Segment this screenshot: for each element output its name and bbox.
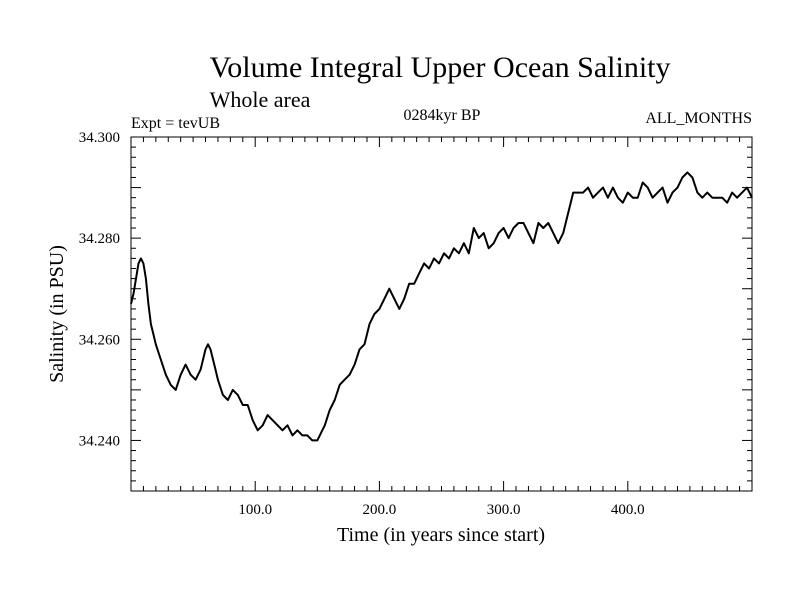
y-tick-label: 34.260 — [79, 332, 120, 348]
x-tick-labels: 100.0 200.0 300.0 400.0 — [238, 502, 644, 518]
chart-title: Volume Integral Upper Ocean Salinity — [210, 51, 671, 84]
x-tick-label: 300.0 — [487, 502, 521, 518]
months-label: ALL_MONTHS — [645, 110, 752, 127]
x-axis-label: Time (in years since start) — [337, 524, 545, 546]
period-label: 0284kyr BP — [404, 107, 481, 124]
series-line — [130, 171, 753, 442]
y-tick-label: 34.280 — [79, 231, 120, 247]
x-tick-label: 200.0 — [363, 502, 397, 518]
x-tick-label: 100.0 — [238, 502, 272, 518]
y-tick-label: 34.240 — [79, 433, 120, 449]
x-tick-label: 400.0 — [611, 502, 645, 518]
y-tick-label: 34.300 — [79, 130, 120, 146]
y-tick-labels: 34.240 34.260 34.280 34.300 — [79, 130, 120, 449]
tick-marks — [131, 137, 752, 491]
chart-subtitle: Whole area — [210, 87, 311, 112]
experiment-label: Expt = tevUB — [131, 115, 220, 132]
y-axis-label: Salinity (in PSU) — [46, 245, 68, 383]
